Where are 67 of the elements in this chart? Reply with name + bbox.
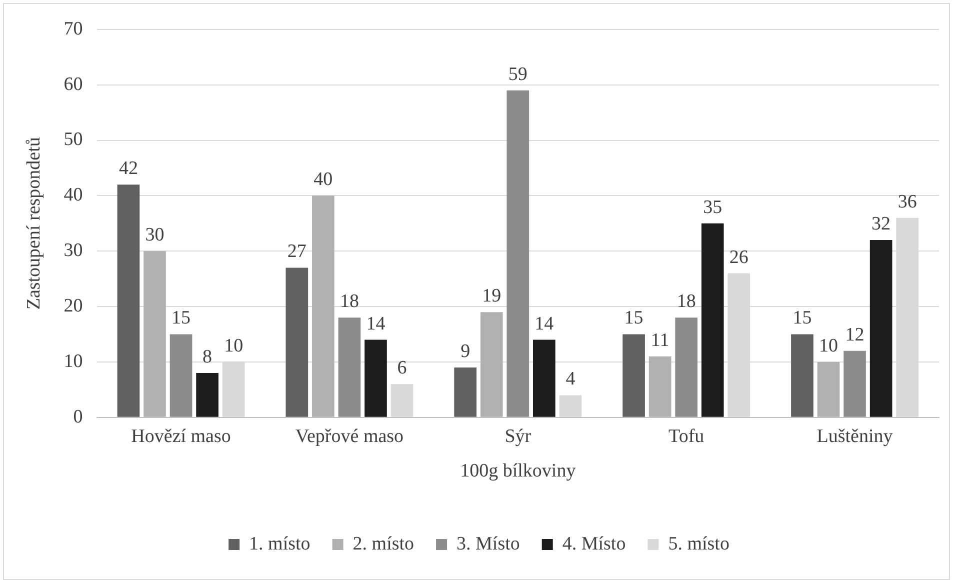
- data-label: 35: [703, 196, 722, 218]
- bar: [701, 223, 724, 417]
- y-tick-label: 50: [64, 129, 83, 150]
- data-label: 19: [482, 286, 502, 307]
- data-label: 14: [366, 313, 386, 334]
- bar: [338, 318, 361, 417]
- bar: [144, 251, 166, 417]
- bar: [454, 368, 477, 417]
- data-label: 40: [314, 169, 333, 190]
- legend-label: 1. místo: [249, 533, 310, 554]
- data-label: 14: [534, 313, 554, 334]
- y-tick-label: 0: [73, 406, 83, 428]
- data-label: 8: [202, 346, 212, 368]
- data-label: 10: [819, 335, 838, 356]
- data-label: 15: [624, 308, 644, 329]
- x-tick-label: Vepřové maso: [295, 426, 404, 447]
- y-tick-label: 10: [64, 350, 83, 372]
- bar: [170, 334, 192, 417]
- bar: [117, 184, 140, 417]
- data-label: 9: [460, 341, 470, 362]
- x-axis-title: 100g bílkoviny: [460, 460, 576, 482]
- legend-label: 5. místo: [668, 533, 730, 554]
- bar: [196, 373, 218, 417]
- bar: [844, 350, 866, 417]
- data-label: 10: [224, 335, 244, 356]
- bar: [286, 268, 308, 417]
- x-tick-label: Luštěniny: [816, 426, 894, 447]
- bar: [312, 196, 334, 417]
- bar: [648, 356, 672, 417]
- data-label: 18: [676, 291, 696, 312]
- data-label: 11: [650, 330, 670, 351]
- y-tick-label: 20: [64, 296, 83, 317]
- bar: [364, 340, 387, 417]
- data-label: 12: [845, 324, 864, 346]
- data-label: 18: [340, 291, 359, 312]
- legend-label: 3. Místo: [456, 533, 520, 554]
- bar: [480, 312, 503, 417]
- data-label: 26: [729, 246, 748, 268]
- y-tick-label: 60: [64, 74, 83, 95]
- bar: [622, 334, 645, 417]
- y-axis-title: Zastoupení respondetů: [23, 136, 44, 310]
- legend-label: 2. místo: [352, 533, 414, 554]
- data-label: 4: [566, 368, 576, 390]
- x-tick-label: Sýr: [504, 426, 532, 447]
- x-tick-label: Hovězí maso: [131, 426, 231, 447]
- data-label: 42: [118, 158, 138, 180]
- y-tick-label: 30: [64, 240, 83, 262]
- data-label: 59: [508, 64, 528, 85]
- data-label: 15: [172, 308, 191, 329]
- bar: [390, 384, 414, 417]
- data-label: 36: [898, 191, 917, 212]
- bar: [533, 340, 556, 417]
- data-label: 30: [145, 224, 164, 246]
- data-label: 6: [397, 358, 407, 379]
- bar: [559, 395, 582, 417]
- bar: [870, 240, 892, 417]
- x-tick-label: Tofu: [668, 426, 705, 447]
- data-label: 32: [872, 214, 891, 235]
- bar: [817, 362, 840, 417]
- data-label: 15: [792, 308, 812, 329]
- y-tick-label: 70: [64, 18, 83, 40]
- y-tick-label: 40: [64, 184, 83, 206]
- bar: [506, 90, 530, 417]
- bar: [675, 318, 698, 417]
- bar: [791, 334, 814, 417]
- data-label: 27: [287, 241, 306, 262]
- legend-label: 4. Místo: [562, 533, 626, 554]
